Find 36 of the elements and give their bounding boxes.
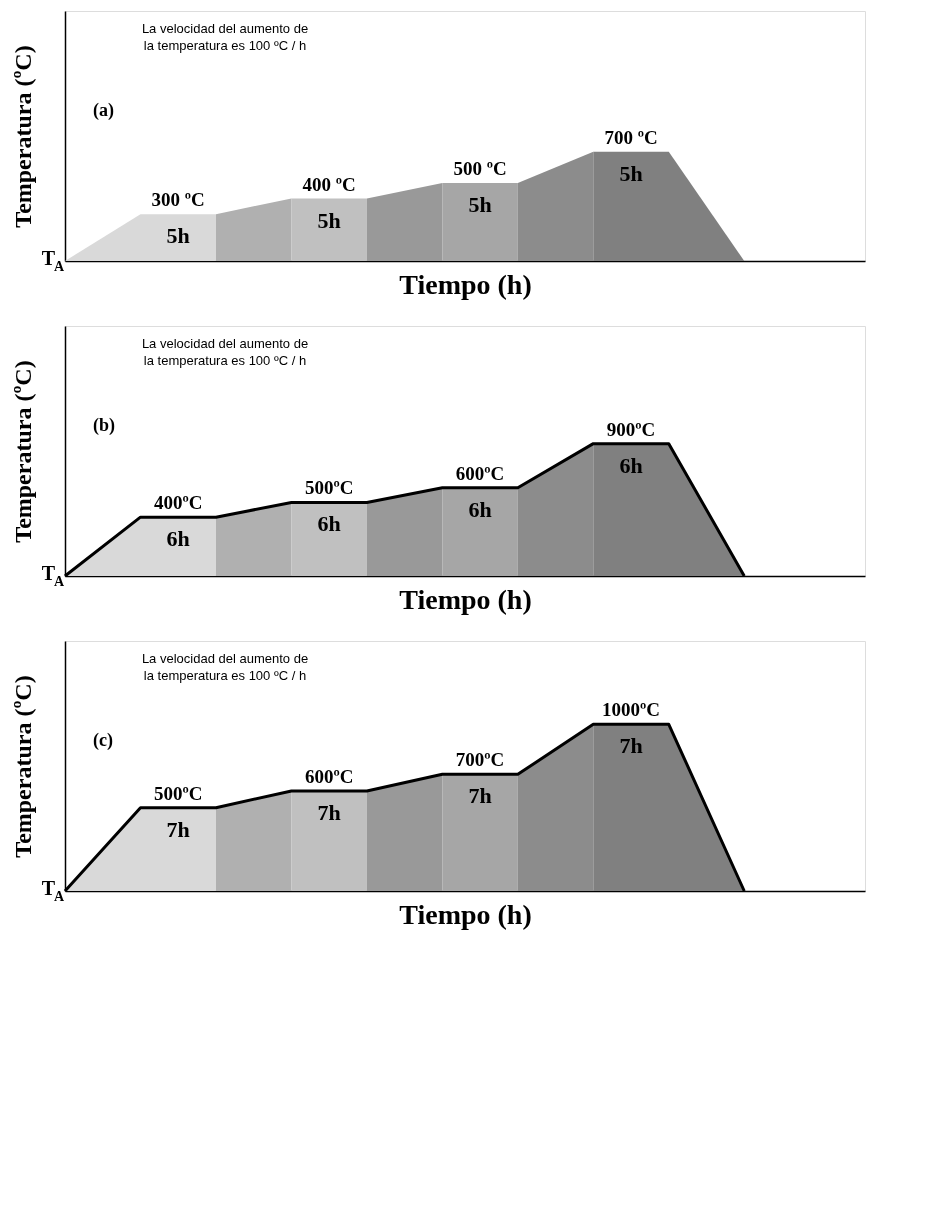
y-axis-title: Temperatura (ºC) (9, 45, 36, 228)
data-label: 500 ºC (453, 157, 507, 179)
y-axis-title: Temperatura (ºC) (9, 360, 36, 543)
annotation: 6h (166, 526, 190, 552)
annotation: 7h (317, 800, 341, 825)
annotation: (c) (93, 730, 113, 751)
data-label: 600ºC (304, 766, 354, 787)
annotation: 6h (619, 452, 643, 478)
data-label: 700ºC (455, 749, 505, 771)
data-label: 400ºC (153, 492, 203, 514)
annotation: La velocidad del aumento de la temperatura es 100 ºC / h (141, 651, 309, 683)
x-axis-title: Tiempo (h) (399, 268, 532, 300)
annotation: 5h (468, 191, 492, 217)
x-axis-title: Tiempo (h) (399, 583, 532, 615)
data-label: 300 ºC (151, 189, 205, 211)
annotation: La velocidad del aumento de la temperatura es 100 ºC / h (141, 21, 309, 53)
annotation: 6h (468, 496, 492, 522)
annotation: (b) (93, 415, 115, 436)
annotation: 7h (468, 783, 492, 809)
annotation: 7h (619, 733, 643, 759)
data-label: 500ºC (304, 477, 354, 499)
data-label: 500ºC (153, 782, 203, 804)
x-axis-title: Tiempo (h) (399, 898, 532, 930)
data-label: 400 ºC (302, 173, 356, 195)
annotation: 5h (317, 207, 341, 233)
annotation: 7h (166, 816, 190, 842)
annotation: 5h (166, 223, 190, 249)
annotation: (a) (93, 100, 114, 121)
data-label: 700 ºC (604, 126, 658, 148)
annotation: La velocidad del aumento de la temperatura es 100 ºC / h (141, 336, 309, 368)
annotation: 6h (317, 511, 341, 537)
data-label: 900ºC (606, 418, 656, 440)
annotation: 5h (619, 160, 643, 186)
y-axis-title: Temperatura (ºC) (9, 675, 36, 858)
data-label: 600ºC (455, 462, 505, 484)
data-label: 1000ºC (602, 699, 661, 721)
